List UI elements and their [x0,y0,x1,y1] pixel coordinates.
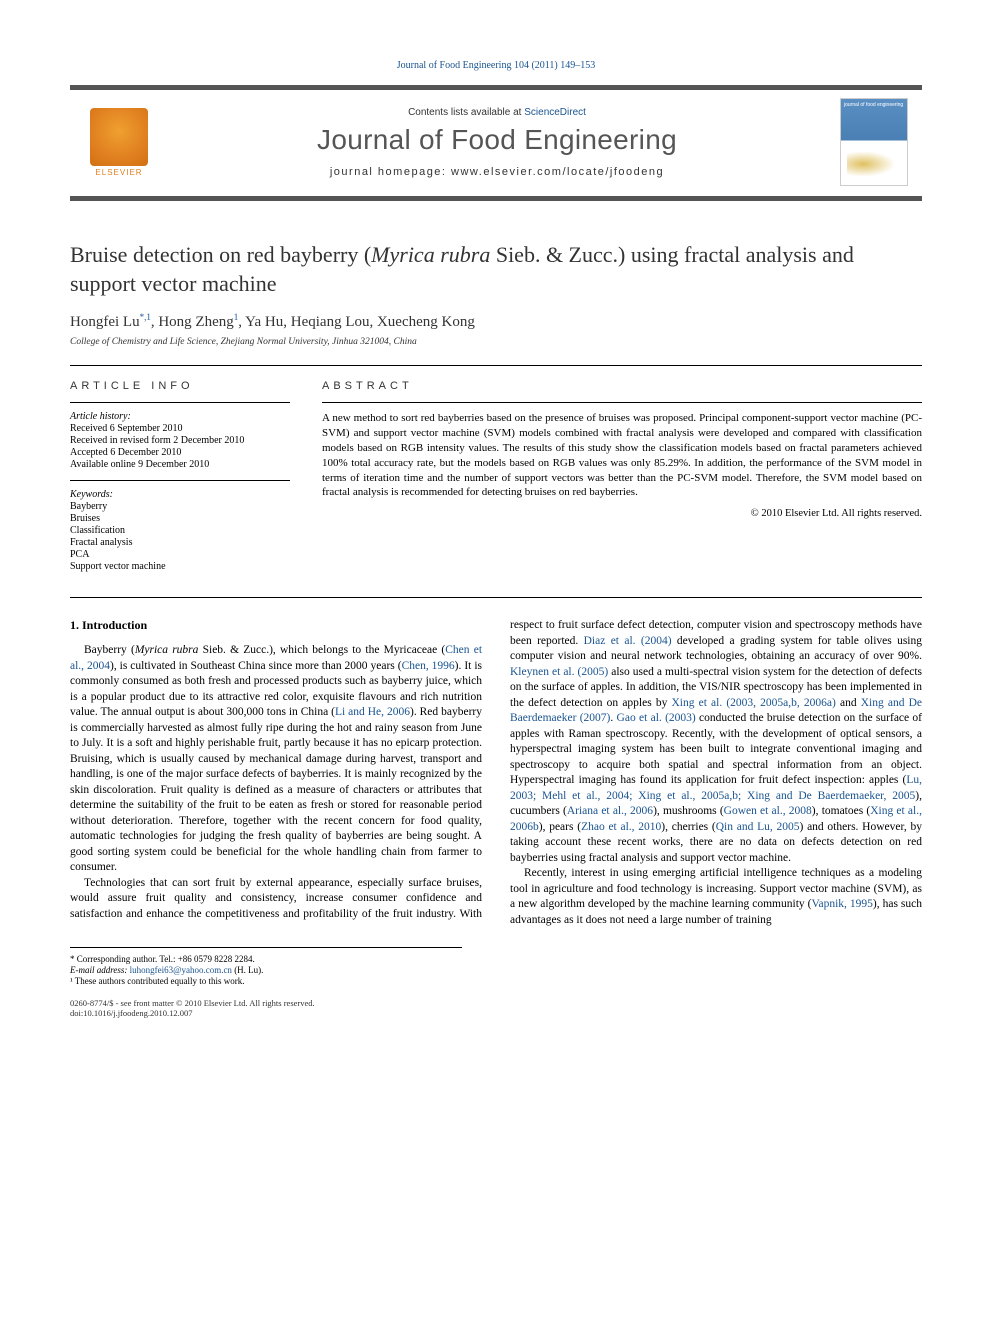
author-1: Hongfei Lu [70,314,140,330]
divider [70,480,290,481]
title-pre: Bruise detection on red bayberry ( [70,242,371,267]
history-revised: Received in revised form 2 December 2010 [70,435,290,446]
keyword: Bayberry [70,501,290,512]
citation-link[interactable]: Xing et al. (2003, 2005a,b, 2006a) [671,697,835,709]
title-species: Myrica rubra [371,242,490,267]
text: ), tomatoes ( [812,805,870,817]
running-header: Journal of Food Engineering 104 (2011) 1… [70,60,922,71]
abstract-heading: ABSTRACT [322,380,922,392]
keyword: Fractal analysis [70,537,290,548]
journal-homepage-line: journal homepage: www.elsevier.com/locat… [168,166,826,178]
author-email[interactable]: luhongfei63@yahoo.com.cn [130,965,232,975]
keyword: PCA [70,549,290,560]
homepage-prefix: journal homepage: [330,166,451,178]
citation-link[interactable]: Qin and Lu, 2005 [716,821,800,833]
history-online: Available online 9 December 2010 [70,459,290,470]
section-heading-intro: 1. Introduction [70,618,482,633]
author-2: , Hong Zheng [151,314,234,330]
text: ), pears ( [539,821,581,833]
divider [70,365,922,366]
history-heading: Article history: [70,411,290,422]
citation-link[interactable]: Chen, 1996 [402,660,455,672]
journal-name: Journal of Food Engineering [168,124,826,156]
citation-link[interactable]: Gao et al. (2003) [617,712,696,724]
email-label: E-mail address: [70,965,130,975]
citation-link[interactable]: Vapnik, 1995 [811,898,872,910]
cover-art-icon [847,149,901,179]
article-title: Bruise detection on red bayberry (Myrica… [70,241,922,298]
footnotes: * Corresponding author. Tel.: +86 0579 8… [70,947,462,986]
citation-link[interactable]: Zhao et al., 2010 [581,821,661,833]
author-rest: , Ya Hu, Heqiang Lou, Xuecheng Kong [238,314,475,330]
divider [322,402,922,403]
divider [70,597,922,598]
keyword: Support vector machine [70,561,290,572]
doi-line: doi:10.1016/j.jfoodeng.2010.12.007 [70,1008,922,1018]
citation-link[interactable]: Kleynen et al. (2005) [510,666,608,678]
text: and [836,697,861,709]
email-suffix: (H. Lu). [232,965,264,975]
article-info-column: ARTICLE INFO Article history: Received 6… [70,380,290,573]
history-accepted: Accepted 6 December 2010 [70,447,290,458]
citation-link[interactable]: Gowen et al., 2008 [724,805,812,817]
species-name: Myrica rubra [135,644,199,656]
abstract-column: ABSTRACT A new method to sort red bayber… [322,380,922,573]
keyword: Bruises [70,513,290,524]
body-paragraph: Recently, interest in using emerging art… [510,866,922,928]
publisher-logo: ELSEVIER [84,102,154,182]
email-line: E-mail address: luhongfei63@yahoo.com.cn… [70,965,462,975]
journal-masthead: ELSEVIER Contents lists available at Sci… [70,85,922,201]
elsevier-tree-icon [90,108,148,166]
homepage-url[interactable]: www.elsevier.com/locate/jfoodeng [451,166,664,178]
divider [70,402,290,403]
cover-label: journal of food engineering [844,103,903,109]
citation-link[interactable]: Li and He, 2006 [335,706,410,718]
issn-copyright-line: 0260-8774/$ - see front matter © 2010 El… [70,998,922,1008]
article-info-heading: ARTICLE INFO [70,380,290,392]
affiliation: College of Chemistry and Life Science, Z… [70,337,922,347]
contents-available-line: Contents lists available at ScienceDirec… [168,107,826,118]
author-1-sup: *,1 [140,312,151,322]
contents-prefix: Contents lists available at [408,107,524,118]
text: ), mushrooms ( [653,805,724,817]
keyword: Classification [70,525,290,536]
bottom-publication-meta: 0260-8774/$ - see front matter © 2010 El… [70,998,922,1018]
text: ). Red bayberry is commercially harveste… [70,706,482,873]
corresponding-author-note: * Corresponding author. Tel.: +86 0579 8… [70,954,462,964]
text: Bayberry ( [84,644,135,656]
text: ), is cultivated in Southeast China sinc… [110,660,402,672]
sciencedirect-link[interactable]: ScienceDirect [524,107,586,118]
citation-link[interactable]: Diaz et al. (2004) [584,635,672,647]
body-paragraph: Bayberry (Myrica rubra Sieb. & Zucc.), w… [70,643,482,876]
abstract-text: A new method to sort red bayberries base… [322,411,922,500]
author-list: Hongfei Lu*,1, Hong Zheng1, Ya Hu, Heqia… [70,312,922,331]
keywords-heading: Keywords: [70,489,290,500]
history-received: Received 6 September 2010 [70,423,290,434]
abstract-copyright: © 2010 Elsevier Ltd. All rights reserved… [322,508,922,519]
text: Sieb. & Zucc.), which belongs to the Myr… [198,644,445,656]
publisher-label: ELSEVIER [95,168,142,177]
citation-link[interactable]: Ariana et al., 2006 [567,805,653,817]
text: ), cherries ( [661,821,715,833]
journal-cover-thumbnail: journal of food engineering [840,98,908,186]
equal-contribution-note: ¹ These authors contributed equally to t… [70,976,462,986]
